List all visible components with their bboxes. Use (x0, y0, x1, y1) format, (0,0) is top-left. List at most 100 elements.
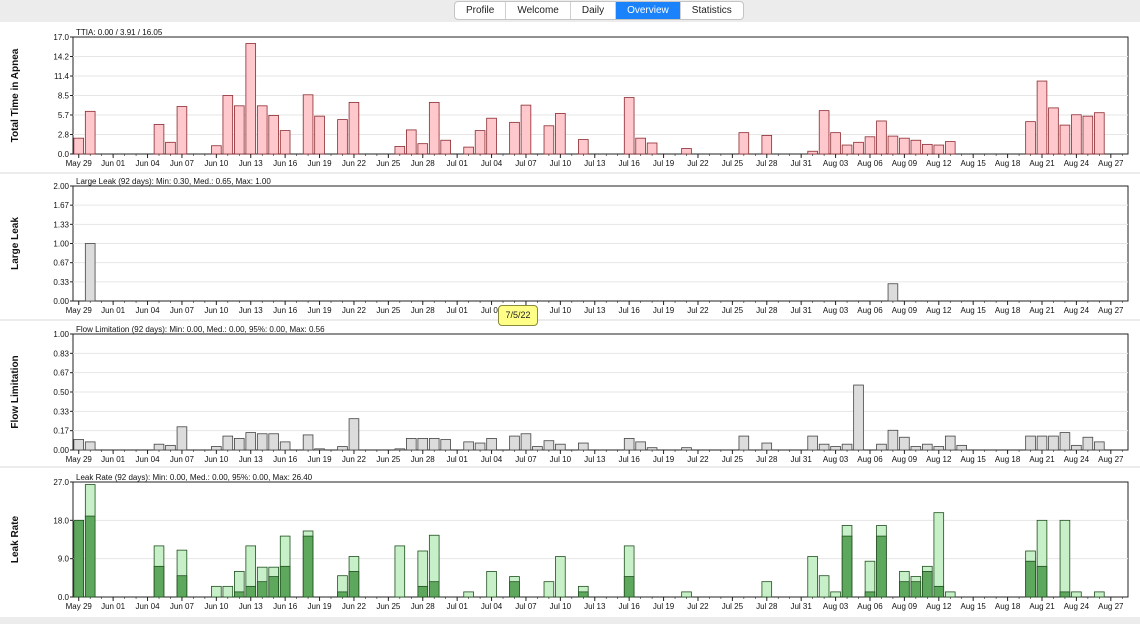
data-bar (887, 429, 899, 451)
data-bar (176, 106, 188, 155)
leak-bar (1094, 591, 1105, 598)
data-bar (1094, 112, 1105, 155)
tab-statistics[interactable]: Statistics (691, 5, 732, 16)
x-tick-label: Jul 31 (790, 455, 812, 464)
data-bar (234, 437, 245, 451)
data-bar (623, 437, 635, 451)
x-tick-label: Jun 07 (170, 455, 195, 464)
x-tick-label: Jun 19 (308, 306, 333, 315)
x-tick-label: Jul 10 (550, 159, 572, 168)
chart-header: Large Leak (92 days): Min: 0.30, Med.: 0… (76, 177, 271, 186)
data-bar (807, 150, 818, 155)
data-bar (153, 443, 165, 451)
data-bar (314, 448, 325, 451)
data-bar (841, 443, 853, 451)
data-bar (440, 139, 451, 155)
chart-panel-1: Large Leak (92 days): Min: 0.30, Med.: 0… (0, 174, 1140, 319)
data-bar (830, 132, 841, 155)
leak-bar-inner (1025, 560, 1036, 598)
data-bar (681, 148, 692, 155)
tab-welcome[interactable]: Welcome (506, 2, 571, 19)
leak-bar-inner (623, 576, 635, 598)
x-tick-label: Jun 19 (308, 602, 333, 611)
y-tick-label: 11.4 (54, 72, 70, 81)
tab-overview[interactable]: Overview (616, 2, 681, 19)
x-tick-label: Jun 01 (101, 159, 126, 168)
data-bar (1094, 441, 1105, 451)
x-tick-label: Aug 09 (892, 306, 918, 315)
x-tick-label: Aug 27 (1098, 306, 1124, 315)
data-bar (887, 135, 899, 155)
x-tick-label: May 29 (66, 159, 93, 168)
x-tick-label: Aug 18 (995, 306, 1021, 315)
data-bar (910, 139, 922, 155)
x-tick-label: Jul 25 (722, 306, 744, 315)
x-tick-label: Aug 03 (823, 602, 849, 611)
x-tick-label: Jun 25 (376, 455, 401, 464)
x-tick-label: May 29 (66, 455, 93, 464)
y-tick-label: 0.00 (53, 297, 69, 306)
overview-charts: TTIA: 0.00 / 3.91 / 16.05 Total Time in A… (0, 22, 1140, 619)
data-bar (1082, 436, 1094, 451)
x-tick-label: Jun 01 (101, 306, 126, 315)
data-bar (486, 437, 497, 451)
data-bar (635, 441, 646, 451)
data-bar (1071, 114, 1082, 155)
x-tick-label: Jun 07 (170, 306, 195, 315)
tab-daily[interactable]: Daily (571, 2, 617, 19)
x-tick-label: Jun 13 (239, 602, 264, 611)
leak-bar (761, 581, 773, 598)
leak-bar-inner (578, 591, 589, 598)
data-bar (1025, 435, 1036, 451)
x-tick-label: Aug 09 (892, 602, 918, 611)
leak-bar-inner (337, 591, 348, 598)
leak-bar (463, 591, 474, 598)
x-tick-label: Jun 16 (273, 455, 298, 464)
y-tick-label: 0.67 (53, 259, 69, 268)
x-tick-label: Jul 31 (790, 602, 812, 611)
tab-profile[interactable]: Profile (455, 2, 507, 19)
x-tick-label: Aug 18 (995, 602, 1021, 611)
data-bar (922, 443, 933, 451)
data-bar (245, 432, 257, 451)
x-tick-label: Jul 04 (481, 306, 503, 315)
data-bar (543, 440, 555, 451)
data-bar (555, 443, 566, 451)
data-bar (646, 447, 658, 451)
x-tick-label: Jul 13 (584, 602, 606, 611)
data-bar (1059, 432, 1071, 451)
x-tick-label: Jun 13 (239, 159, 264, 168)
leak-bar-inner (922, 571, 933, 598)
date-tooltip: 7/5/22 (498, 305, 538, 326)
data-bar (348, 101, 360, 155)
x-tick-label: Jun 28 (411, 455, 436, 464)
x-tick-label: Aug 24 (1064, 455, 1090, 464)
data-bar (337, 446, 348, 451)
x-tick-label: Jul 01 (446, 602, 468, 611)
x-tick-label: Jul 01 (446, 455, 468, 464)
charts-svg: TTIA: 0.00 / 3.91 / 16.05 Total Time in A… (0, 22, 1140, 617)
x-tick-label: Jul 25 (722, 159, 744, 168)
data-bar (681, 447, 692, 451)
data-bar (474, 442, 486, 451)
x-tick-label: Jun 07 (170, 602, 195, 611)
x-tick-label: Jul 04 (481, 455, 503, 464)
leak-bar-inner (899, 581, 910, 598)
y-tick-label: 27.0 (53, 478, 69, 487)
data-bar (761, 442, 773, 451)
leak-bar-inner (1059, 591, 1071, 598)
data-bar (279, 441, 291, 451)
chart-header: TTIA: 0.00 / 3.91 / 16.05 (76, 28, 163, 37)
x-tick-label: Aug 21 (1029, 602, 1055, 611)
leak-bar-inner (348, 571, 360, 598)
data-bar (520, 104, 532, 155)
x-tick-label: Jul 04 (481, 602, 503, 611)
data-bar (84, 243, 96, 302)
x-tick-label: Jul 28 (756, 306, 778, 315)
x-tick-label: Aug 21 (1029, 455, 1055, 464)
data-bar (348, 418, 360, 451)
x-tick-label: Jul 31 (790, 159, 812, 168)
y-tick-label: 0.00 (53, 446, 69, 455)
leak-bar (543, 581, 555, 598)
x-tick-label: Aug 15 (961, 306, 987, 315)
